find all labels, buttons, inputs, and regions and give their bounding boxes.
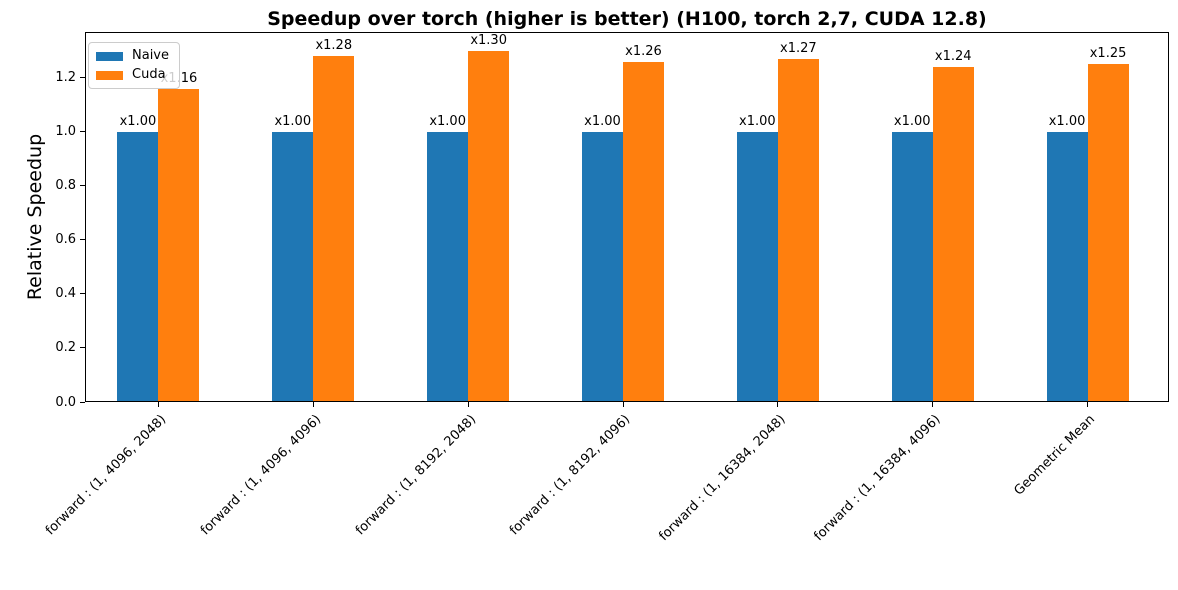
bar-value-label-cuda-3: x1.26 <box>625 43 662 59</box>
x-tick-label-0: forward : (1, 4096, 2048) <box>42 412 170 539</box>
y-tick-2 <box>80 293 85 295</box>
bar-cuda-2 <box>468 50 510 402</box>
bar-naive-0 <box>117 131 159 402</box>
x-tick-0 <box>157 402 159 407</box>
bar-naive-2 <box>427 131 469 402</box>
y-tick-4 <box>80 185 85 187</box>
y-tick-6 <box>80 77 85 79</box>
x-tick-label-6: Geometric Mean <box>1011 412 1099 499</box>
bar-value-label-naive-5: x1.00 <box>893 113 931 129</box>
y-tick-label-1: 0.2 <box>55 340 76 356</box>
bar-naive-3 <box>582 131 623 402</box>
legend-label-naive: Naive <box>132 48 169 63</box>
x-tick-1 <box>312 402 314 407</box>
x-tick-label-2: forward : (1, 8192, 2048) <box>352 412 479 539</box>
x-tick-label-1: forward : (1, 4096, 4096) <box>197 412 324 539</box>
y-tick-label-4: 0.8 <box>55 178 76 194</box>
x-tick-label-3: forward : (1, 8192, 4096) <box>507 412 634 539</box>
x-tick-4 <box>777 402 779 407</box>
x-tick-3 <box>622 402 624 407</box>
bar-naive-5 <box>891 131 933 402</box>
y-tick-3 <box>80 239 85 241</box>
bar-value-label-cuda-5: x1.24 <box>934 49 972 65</box>
y-tick-label-3: 0.6 <box>55 232 76 248</box>
bar-value-label-naive-0: x1.00 <box>119 113 157 129</box>
bar-naive-6 <box>1046 131 1088 402</box>
legend-swatch-naive <box>96 51 123 61</box>
legend-item-cuda: Cuda <box>96 68 169 82</box>
y-axis-label: Relative Speedup <box>24 133 46 301</box>
chart-title: Speedup over torch (higher is better) (H… <box>267 8 987 30</box>
bar-naive-4 <box>736 131 778 402</box>
y-tick-5 <box>80 131 85 133</box>
x-tick-2 <box>467 402 469 407</box>
bar-cuda-3 <box>623 61 664 402</box>
legend-item-naive: Naive <box>96 49 169 63</box>
x-tick-label-4: forward : (1, 16384, 2048) <box>656 412 789 545</box>
legend-swatch-cuda <box>96 70 123 80</box>
bar-cuda-5 <box>932 67 974 402</box>
bar-value-label-cuda-2: x1.30 <box>470 32 507 48</box>
legend-label-cuda: Cuda <box>132 67 166 82</box>
bar-value-label-naive-3: x1.00 <box>584 113 621 129</box>
bar-cuda-0 <box>158 88 200 402</box>
bar-value-label-cuda-4: x1.27 <box>780 41 817 57</box>
y-tick-0 <box>80 401 85 403</box>
plot-area: x1.00x1.16x1.00x1.28x1.00x1.30x1.00x1.26… <box>85 32 1169 402</box>
y-tick-label-5: 1.0 <box>55 124 76 140</box>
legend: Naive Cuda <box>88 42 180 89</box>
bar-value-label-naive-6: x1.00 <box>1048 113 1086 129</box>
y-tick-1 <box>80 347 85 349</box>
bar-value-label-naive-4: x1.00 <box>739 113 776 129</box>
bar-cuda-4 <box>777 59 819 402</box>
y-tick-label-0: 0.0 <box>55 394 76 410</box>
x-tick-5 <box>932 402 934 407</box>
bar-cuda-6 <box>1087 64 1129 402</box>
y-tick-label-6: 1.2 <box>55 70 76 86</box>
bar-value-label-naive-2: x1.00 <box>429 113 466 129</box>
bar-naive-1 <box>272 131 314 402</box>
x-tick-6 <box>1087 402 1089 407</box>
bar-value-label-naive-1: x1.00 <box>274 113 312 129</box>
y-tick-label-2: 0.4 <box>55 286 76 302</box>
bar-value-label-cuda-6: x1.25 <box>1089 46 1127 62</box>
bar-cuda-1 <box>313 56 355 402</box>
bar-value-label-cuda-1: x1.28 <box>315 38 353 54</box>
x-tick-label-5: forward : (1, 16384, 4096) <box>811 412 944 545</box>
